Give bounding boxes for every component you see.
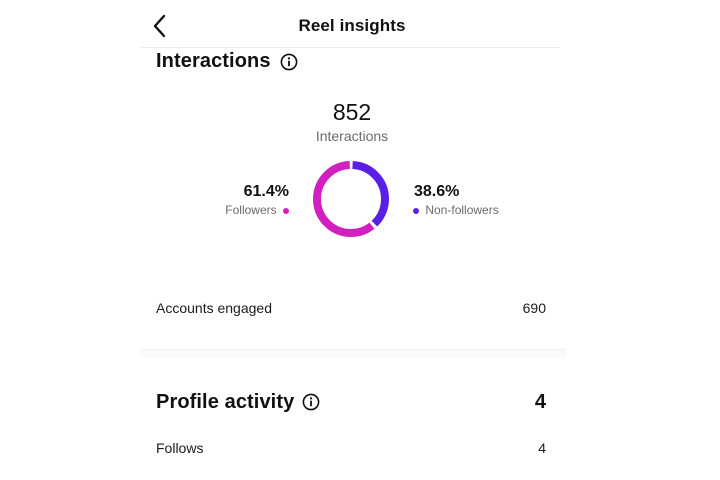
interactions-title: Interactions (156, 50, 271, 72)
interactions-total-label: Interactions (315, 128, 389, 144)
profile-activity-total: 4 (534, 391, 546, 413)
profile-activity-info-button[interactable] (302, 393, 320, 411)
header-divider (140, 47, 560, 48)
info-icon (302, 393, 320, 411)
follows-value: 4 (538, 440, 546, 456)
followers-legend-dot (283, 207, 289, 214)
followers-percent: 61.4% (243, 183, 289, 200)
non-followers-legend-dot (413, 207, 419, 214)
followers-legend: Followers (225, 203, 289, 217)
accounts-engaged-value: 690 (522, 300, 546, 316)
interactions-info-button[interactable] (280, 53, 298, 71)
back-button[interactable] (146, 12, 174, 40)
interactions-donut-chart (313, 161, 389, 237)
follows-label: Follows (156, 440, 204, 456)
section-divider (140, 349, 566, 358)
chevron-left-icon (153, 14, 166, 38)
info-icon (280, 53, 298, 71)
non-followers-legend: Non-followers (413, 203, 499, 217)
followers-label: Followers (225, 203, 277, 217)
page-title: Reel insights (298, 16, 406, 35)
followers-ring-segment (313, 161, 389, 237)
profile-activity-title: Profile activity (156, 391, 295, 413)
interactions-total: 852 (332, 99, 372, 125)
non-followers-percent: 38.6% (414, 183, 460, 200)
accounts-engaged-label: Accounts engaged (156, 300, 272, 316)
non-followers-ring-segment (313, 161, 389, 237)
non-followers-label: Non-followers (425, 203, 499, 217)
